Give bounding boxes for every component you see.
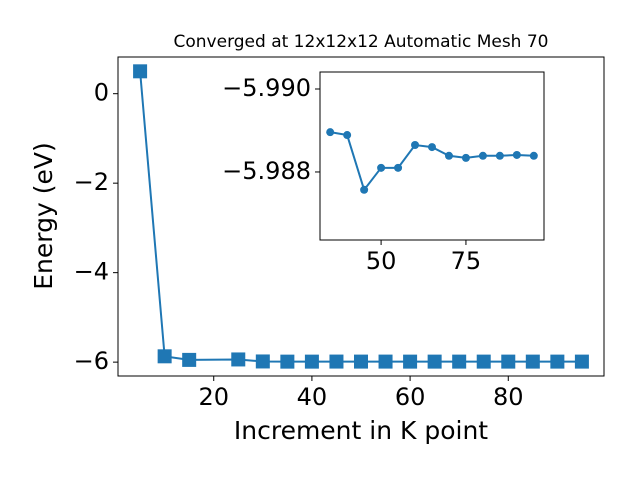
marker (255, 354, 270, 369)
marker (326, 128, 335, 137)
marker (394, 163, 403, 172)
marker (461, 153, 470, 162)
x-tick-label: 50 (366, 247, 397, 275)
marker (411, 141, 420, 150)
y-tick-label: −4 (74, 258, 109, 286)
marker (574, 354, 589, 369)
marker (133, 64, 148, 79)
marker (427, 354, 442, 369)
marker (360, 185, 369, 194)
y-tick-label: −2 (74, 168, 109, 196)
marker (495, 151, 504, 160)
x-tick-label: 20 (198, 383, 229, 411)
x-tick-label: 60 (395, 383, 426, 411)
marker (476, 354, 491, 369)
marker (280, 354, 295, 369)
marker (157, 349, 172, 364)
marker (343, 131, 352, 140)
marker (550, 354, 565, 369)
marker (428, 143, 436, 152)
marker (182, 352, 197, 367)
marker (329, 354, 344, 369)
marker (478, 151, 487, 160)
marker (501, 354, 516, 369)
marker (529, 151, 538, 160)
plot-frame (319, 71, 545, 241)
y-tick-label: 0 (94, 79, 109, 107)
marker (403, 354, 418, 369)
marker (525, 354, 540, 369)
y-tick-label: −5.988 (222, 157, 311, 185)
marker (512, 150, 521, 159)
y-tick-label: −6 (74, 347, 109, 375)
x-tick-label: 40 (297, 383, 328, 411)
marker (377, 163, 386, 172)
y-tick-label: −5.990 (222, 74, 311, 102)
x-tick-label: 75 (451, 247, 482, 275)
marker (231, 352, 246, 367)
marker (452, 354, 467, 369)
x-tick-label: 80 (493, 383, 524, 411)
plot-frame (117, 56, 605, 377)
x-axis-label: Increment in K point (234, 416, 488, 445)
chart-title: Converged at 12x12x12 Automatic Mesh 70 (174, 32, 549, 52)
y-axis-label: Energy (eV) (29, 142, 58, 289)
marker (354, 354, 368, 369)
marker (304, 354, 319, 369)
marker (378, 354, 393, 369)
marker (444, 151, 453, 160)
